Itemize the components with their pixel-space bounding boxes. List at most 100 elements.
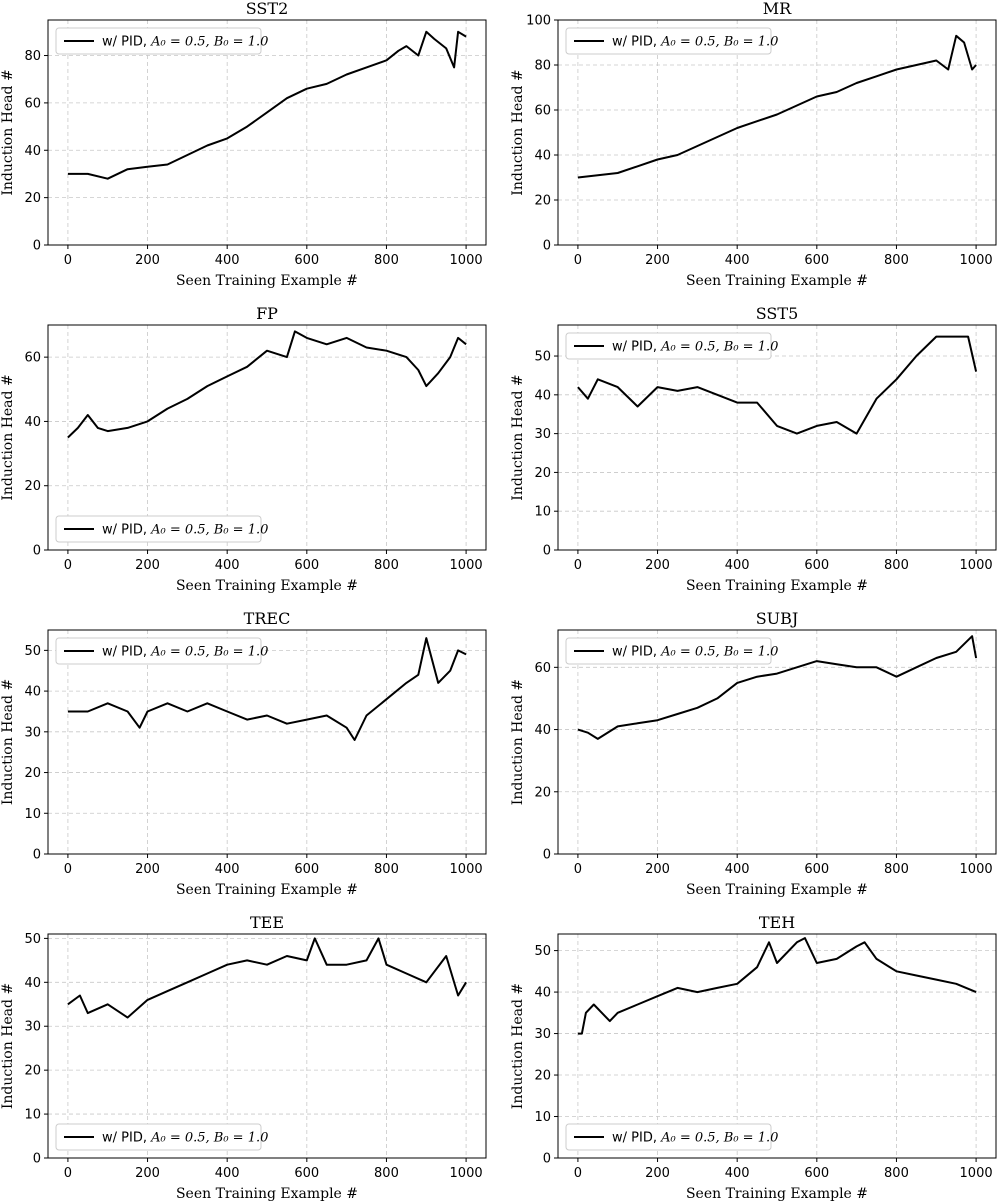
x-tick-label: 0 <box>64 1166 72 1181</box>
chart-panel-teh: 0 200 400 600 800 1000 0 10 20 30 40 50 TEH Seen Trai… <box>510 913 997 1202</box>
plot-frame <box>557 324 997 551</box>
x-tick-label: 0 <box>574 862 582 877</box>
legend-label: w/ PID, A₀ = 0.5, B₀ = 1.0 <box>612 35 778 50</box>
y-tick-label: 20 <box>534 466 551 481</box>
legend: w/ PID, A₀ = 0.5, B₀ = 1.0 <box>565 637 778 665</box>
x-tick-label: 200 <box>135 1166 160 1181</box>
y-axis-label: Induction Head # <box>510 374 526 500</box>
x-tick-label: 200 <box>645 1166 670 1181</box>
x-tick-label: 600 <box>294 1166 319 1181</box>
x-tick-label: 400 <box>215 253 240 268</box>
x-tick-label: 400 <box>725 253 750 268</box>
x-tick-label: 1000 <box>450 1166 483 1181</box>
plot-frame <box>557 629 997 855</box>
legend-box <box>565 1123 772 1151</box>
chart-title: SUBJ <box>756 609 799 628</box>
legend-label: w/ PID, A₀ = 0.5, B₀ = 1.0 <box>102 645 268 660</box>
y-tick-label: 60 <box>24 96 41 111</box>
x-tick-label: 200 <box>135 558 160 573</box>
legend-box <box>565 637 772 665</box>
y-tick-label: 20 <box>534 194 551 209</box>
y-tick-label: 20 <box>534 1069 551 1084</box>
y-tick-label: 30 <box>24 1020 41 1035</box>
series-line <box>577 34 977 179</box>
x-tick-label: 800 <box>884 1166 909 1181</box>
y-tick-label: 10 <box>534 505 551 520</box>
y-axis-label: Induction Head # <box>510 679 526 805</box>
y-axis-label: Induction Head # <box>510 983 526 1109</box>
plot-frame <box>47 324 487 551</box>
y-tick-label: 20 <box>24 1064 41 1079</box>
x-tick-label: 0 <box>574 1166 582 1181</box>
chart-panel-trec: 0 200 400 600 800 1000 0 10 20 30 40 50 TREC Seen Tra… <box>0 609 487 898</box>
y-tick-label: 50 <box>534 944 551 959</box>
x-tick-label: 400 <box>215 1166 240 1181</box>
x-tick-label: 400 <box>725 1166 750 1181</box>
series-line <box>577 937 977 1035</box>
y-tick-label: 40 <box>24 415 41 430</box>
y-tick-label: 80 <box>24 49 41 64</box>
y-tick-label: 0 <box>33 239 41 254</box>
x-tick-label: 200 <box>135 862 160 877</box>
x-tick-label: 1000 <box>450 558 483 573</box>
plot-frame <box>47 19 487 246</box>
plot-frame <box>47 933 487 1159</box>
y-tick-label: 0 <box>33 544 41 559</box>
x-tick-label: 600 <box>804 1166 829 1181</box>
y-tick-label: 40 <box>24 685 41 700</box>
chart-title: TEH <box>759 913 795 932</box>
x-tick-label: 600 <box>804 862 829 877</box>
y-tick-label: 10 <box>24 1108 41 1123</box>
y-tick-label: 50 <box>24 932 41 947</box>
x-tick-label: 400 <box>215 862 240 877</box>
x-tick-label: 400 <box>725 558 750 573</box>
legend-label: w/ PID, A₀ = 0.5, B₀ = 1.0 <box>612 645 778 660</box>
x-tick-label: 400 <box>215 558 240 573</box>
y-tick-label: 80 <box>534 59 551 74</box>
x-tick-label: 1000 <box>960 862 993 877</box>
x-tick-label: 200 <box>645 558 670 573</box>
y-tick-label: 0 <box>543 239 551 254</box>
x-axis-label: Seen Training Example # <box>176 882 358 898</box>
y-tick-label: 10 <box>534 1110 551 1125</box>
y-tick-label: 40 <box>534 723 551 738</box>
x-tick-label: 800 <box>884 862 909 877</box>
y-tick-label: 10 <box>24 807 41 822</box>
legend: w/ PID, A₀ = 0.5, B₀ = 1.0 <box>55 637 268 665</box>
series-line <box>577 335 978 435</box>
chart-panel-sst5: 0 200 400 600 800 1000 0 10 20 30 40 50 SST5 Seen Tra… <box>510 304 997 594</box>
series-line <box>67 937 467 1019</box>
x-tick-label: 800 <box>374 862 399 877</box>
chart-panel-fp: 0 200 400 600 800 1000 0 20 40 60 FP Seen Training … <box>0 304 487 594</box>
legend-box <box>55 1123 262 1151</box>
legend: w/ PID, A₀ = 0.5, B₀ = 1.0 <box>55 515 268 543</box>
chart-title: MR <box>763 0 792 18</box>
chart-panel-sst2: 0 200 400 600 800 1000 0 20 40 60 80 SST2 Seen Train… <box>0 0 487 289</box>
legend: w/ PID, A₀ = 0.5, B₀ = 1.0 <box>55 27 268 55</box>
y-tick-label: 0 <box>33 848 41 863</box>
x-tick-label: 600 <box>294 253 319 268</box>
y-tick-label: 40 <box>24 144 41 159</box>
chart-title: SST2 <box>246 0 289 18</box>
x-axis-label: Seen Training Example # <box>686 882 868 898</box>
y-tick-label: 20 <box>24 766 41 781</box>
y-tick-label: 40 <box>534 388 551 403</box>
series-line <box>67 637 467 741</box>
legend: w/ PID, A₀ = 0.5, B₀ = 1.0 <box>565 27 778 55</box>
y-tick-label: 60 <box>534 661 551 676</box>
y-tick-label: 30 <box>534 1027 551 1042</box>
x-axis-label: Seen Training Example # <box>686 578 868 594</box>
legend-label: w/ PID, A₀ = 0.5, B₀ = 1.0 <box>102 1131 268 1146</box>
x-tick-label: 600 <box>294 862 319 877</box>
chart-panel-mr: 0 200 400 600 800 1000 0 20 40 60 80 100 MR Seen Trai… <box>510 0 997 289</box>
chart-title: TREC <box>244 609 291 628</box>
series-line <box>67 30 467 180</box>
x-tick-label: 0 <box>574 558 582 573</box>
x-tick-label: 600 <box>804 558 829 573</box>
x-tick-label: 800 <box>374 1166 399 1181</box>
x-tick-label: 600 <box>804 253 829 268</box>
legend-box <box>565 27 772 55</box>
y-tick-label: 40 <box>24 976 41 991</box>
x-tick-label: 0 <box>64 862 72 877</box>
legend-label: w/ PID, A₀ = 0.5, B₀ = 1.0 <box>612 1131 778 1146</box>
